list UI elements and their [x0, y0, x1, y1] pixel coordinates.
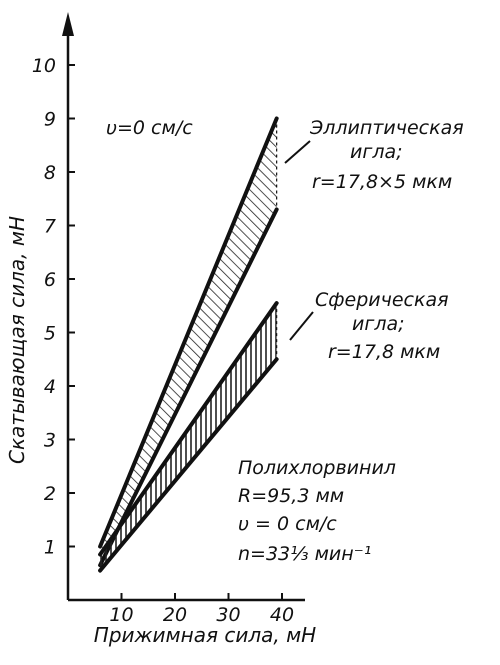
y-ticks: 1 2 3 4 5 6 7 8 9 10 — [32, 55, 75, 559]
x-ticks: 10 20 30 40 — [109, 593, 294, 626]
x-tick-label: 10 — [109, 604, 133, 626]
y-tick-label: 10 — [32, 55, 56, 77]
y-tick-label: 4 — [44, 376, 56, 398]
spherical-label-line3: r=17,8 мкм — [328, 341, 440, 363]
spherical-band-fill — [100, 303, 277, 571]
elliptic-leader-line — [284, 140, 311, 164]
spherical-upper-line — [98, 301, 279, 557]
x-tick-label: 20 — [163, 604, 187, 626]
spherical-label-line1: Сферическая — [315, 289, 449, 311]
y-tick-label: 9 — [44, 109, 56, 131]
elliptic-upper-line — [98, 116, 279, 549]
y-axis-title: Скатывающая сила, мН — [5, 216, 29, 464]
bands — [98, 116, 279, 573]
velocity-label: υ = 0 см/с — [238, 513, 337, 535]
x-axis-title: Прижимная сила, мН — [94, 623, 316, 647]
elliptic-label-line1: Эллиптическая — [309, 117, 464, 139]
material-label: Полихлорвинил — [238, 457, 396, 479]
radius-label: R=95,3 мм — [238, 485, 344, 507]
x-tick-label: 30 — [216, 604, 240, 626]
spherical-leader-line — [289, 311, 314, 341]
x-tick-label: 40 — [270, 604, 294, 626]
elliptic-lower-line — [98, 207, 279, 568]
elliptic-label-line2: игла; — [350, 141, 403, 163]
y-tick-label: 2 — [44, 483, 56, 505]
spherical-label-line2: игла; — [352, 313, 405, 335]
y-tick-label: 8 — [44, 162, 56, 184]
axes — [62, 12, 305, 602]
rpm-label: n=33¹⁄₃ мин⁻¹ — [238, 543, 371, 565]
y-tick-label: 5 — [44, 323, 56, 345]
elliptic-label-line3: r=17,8×5 мкм — [312, 171, 452, 193]
y-tick-label: 3 — [44, 430, 56, 452]
y-tick-label: 1 — [44, 537, 56, 559]
y-tick-label: 6 — [44, 269, 56, 291]
velocity-top-label: υ=0 см/с — [106, 117, 193, 139]
y-tick-label: 7 — [44, 216, 56, 238]
y-axis-arrow — [62, 12, 74, 36]
spherical-lower-line — [98, 357, 279, 573]
